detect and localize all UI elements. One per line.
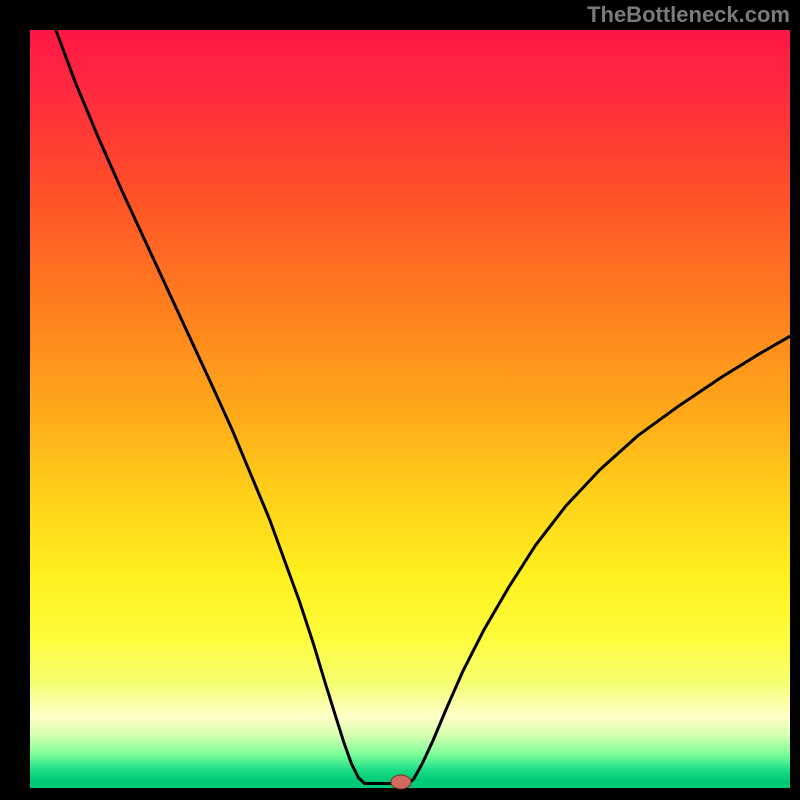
optimum-marker — [391, 775, 411, 789]
chart-frame: TheBottleneck.com — [0, 0, 800, 800]
bottleneck-chart-svg — [0, 0, 800, 800]
watermark-text: TheBottleneck.com — [587, 2, 790, 28]
